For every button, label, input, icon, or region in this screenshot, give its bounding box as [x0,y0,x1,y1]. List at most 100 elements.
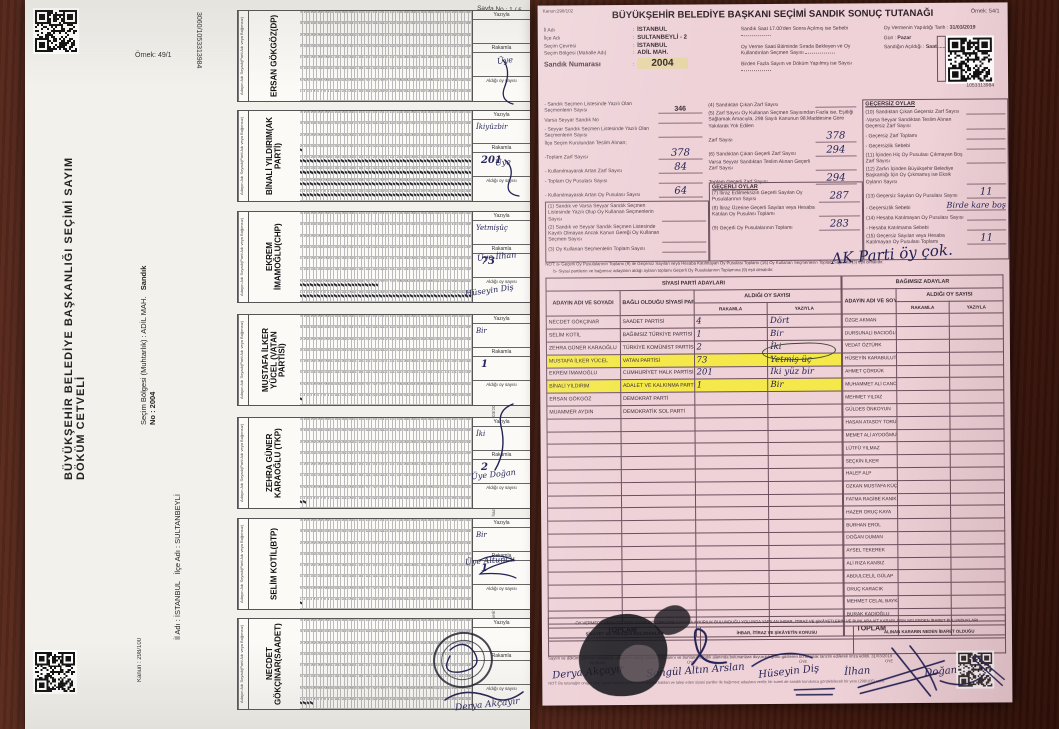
tally-cell: 238 [427,552,431,564]
form-field-label: (11) İçinden Hiç Oy Pusulası Çıkmayan Bo… [865,151,963,165]
tally-cell: 106 [317,371,321,383]
tally-cell: 225 [382,144,386,156]
tally-cell: 176 [386,156,390,168]
tally-cell: 293 [444,541,448,553]
signature-slot: ÜYE Songül Altın Arslan [646,660,745,680]
tally-cell: 168 [358,257,362,269]
tally-cell: 221 [368,552,373,564]
tally-cell: 385 [416,212,421,224]
tally-cell: 26 [386,89,390,101]
tally-cell: 77 [389,686,393,698]
tally-cell: 363 [341,11,345,23]
tally-cell: 271 [368,440,373,452]
tally-cell: 281 [403,33,407,45]
tally-cell: 188 [427,156,431,168]
tally-cell: 152 [303,360,307,372]
tally-cell: 338 [427,22,431,34]
tally-cell: 280 [399,641,404,653]
tally-cell: 57 [320,686,325,698]
tally-cell: 106 [317,675,321,687]
tally-cell: 286 [420,234,424,246]
tally-cell: 278 [392,541,397,553]
tally-cell: 60 [330,485,335,497]
tally-cell: 285 [416,440,421,452]
tally-cell: 38 [427,597,431,609]
tally-cell: 128 [392,67,397,79]
tally-cell: 45 [451,89,455,101]
tally-cell: 61 [334,686,338,698]
tally-cell: 19 [361,290,366,302]
tally-cell: 307 [320,223,325,235]
tally-cell: 141 [437,575,442,587]
tally-cell: 54 [310,178,314,190]
tally-cell: 211 [334,552,338,564]
tally-cell: 202 [303,652,307,664]
tally-cell: 306 [317,223,321,235]
tally-cell: 398 [461,418,466,430]
tally-cell: 311 [334,630,338,642]
tally-cell: 27 [389,496,393,508]
tally-cell: 349 [465,429,469,441]
tally-cell: 32 [406,597,411,609]
tally-cell: 289 [430,133,435,145]
tally-cell: 237 [423,245,428,257]
form-field-value: 378 [658,147,703,161]
tally-cell: 81 [403,279,407,291]
tally-cell: 325 [382,22,386,34]
tally-cell: 54 [310,485,314,497]
tally-cell: 120 [365,371,369,383]
tally-cell: 31 [403,597,407,609]
tally-cell: 341 [437,22,442,34]
tally-cell: 134 [413,575,417,587]
tally-cell: 121 [368,268,373,280]
tally-cell: 397 [458,315,462,327]
tally-cell: 27 [389,597,393,609]
tally-cell: 323 [375,429,380,441]
tally-cell: 388 [427,212,431,224]
tally-cell: 270 [365,337,369,349]
tally-cell: 198 [461,56,466,68]
tally-cell: 187 [423,156,428,168]
tally-cell: 129 [396,268,400,280]
tally-cell: 237 [423,451,428,463]
tally-cell: 47 [458,290,462,302]
tally-cell: 399 [465,111,469,123]
tally-cell: 173 [375,156,380,168]
tally-cell: 334 [413,22,417,34]
tally-cell: 354 [310,11,314,23]
tally-cell: 289 [430,440,435,452]
tally-cell: 179 [396,360,400,372]
tally-cell: 226 [386,245,390,257]
tally-cell: 388 [427,619,431,631]
tally-cell: 173 [375,463,380,475]
tally-cell: 328 [392,630,397,642]
tally-cell: 193 [444,360,448,372]
tally-cell: 300 [468,234,472,246]
tally-cell: 27 [389,393,393,405]
tally-cell: 208 [324,245,328,257]
tally-cell: 268 [358,541,362,553]
tally-cell: 312 [337,223,342,235]
tally-cell: 336 [420,22,424,34]
tally-cell: 379 [396,619,400,631]
independent-row: OZKAN MUSTAFA KÜÇÜKKUMAL [843,479,1005,494]
tally-cell: 363 [341,111,345,123]
tally-cell: 355 [313,111,318,123]
tally-cell: 300 [468,33,472,45]
tally-cell: 339 [430,530,435,542]
tally-cell: 186 [420,564,424,576]
tally-cell: 282 [406,234,411,246]
tally-cell: 283 [410,541,414,553]
tally-cell: 179 [396,564,400,576]
tally-cell: 314 [344,223,349,235]
tally-cell: 17 [355,89,359,101]
tally-cell: 270 [365,133,369,145]
tally-cell: 376 [386,212,390,224]
tally-cell: 90 [434,78,438,90]
tally-cell: 84 [413,178,417,190]
tally-cell: 139 [430,268,435,280]
tally-cell: 156 [317,257,321,269]
tally-cell: 160 [330,463,335,475]
form-field-label: (10) Sandıktan Çıkan Geçersiz Zarf Sayıs… [865,108,960,116]
candidate-name: EKREM İMAMOĞLU(CHP) [248,212,300,302]
